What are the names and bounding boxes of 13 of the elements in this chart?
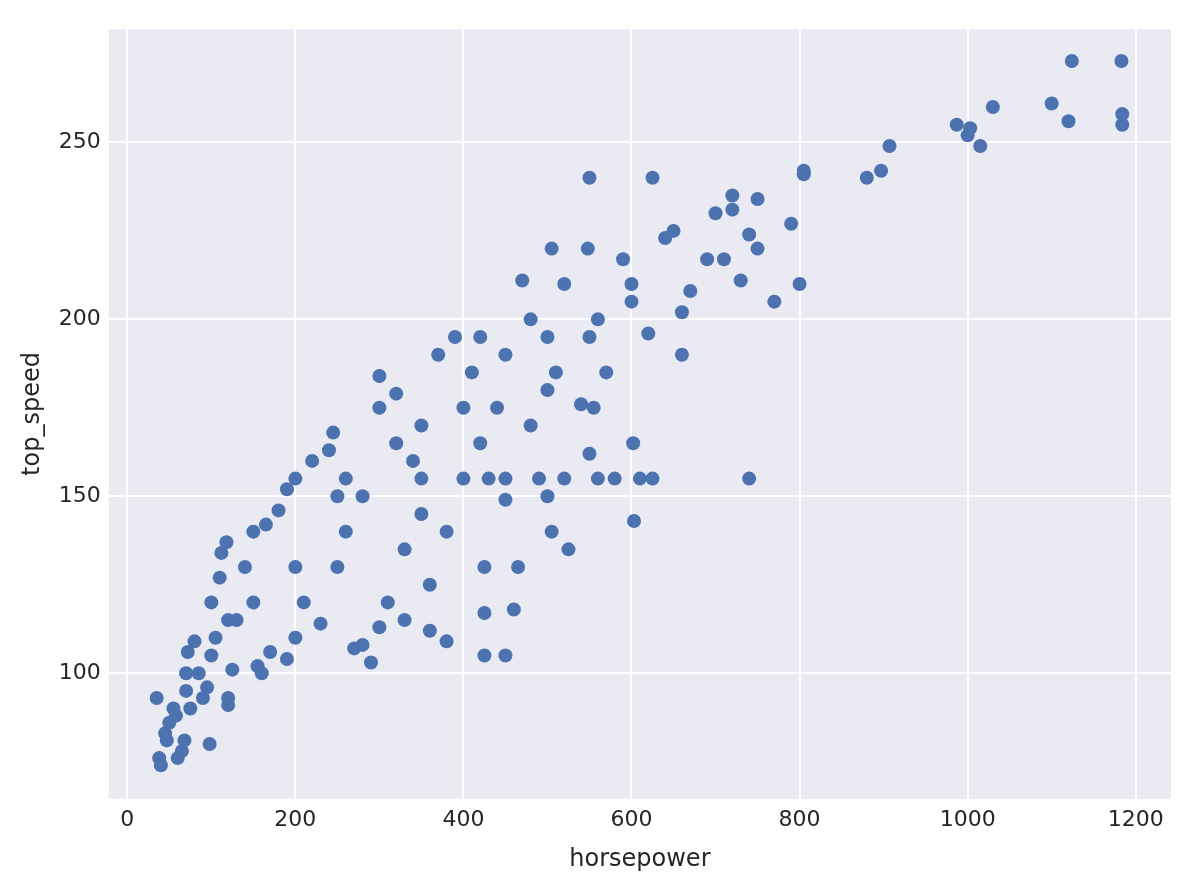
y-tick-label: 250 xyxy=(58,128,101,154)
x-tick-label: 600 xyxy=(610,805,653,831)
y-axis-title: top_speed xyxy=(16,352,45,476)
y-tick-label: 150 xyxy=(58,481,101,507)
y-tick-label: 200 xyxy=(58,305,101,331)
x-axis-title: horsepower xyxy=(569,843,711,872)
x-tick-label: 400 xyxy=(442,805,485,831)
y-tick-label: 100 xyxy=(58,658,101,684)
x-tick-label: 800 xyxy=(778,805,821,831)
x-tick-label: 1200 xyxy=(1107,805,1164,831)
x-tick-label: 1000 xyxy=(939,805,996,831)
x-tick-label: 200 xyxy=(274,805,317,831)
x-tick-label: 0 xyxy=(120,805,135,831)
